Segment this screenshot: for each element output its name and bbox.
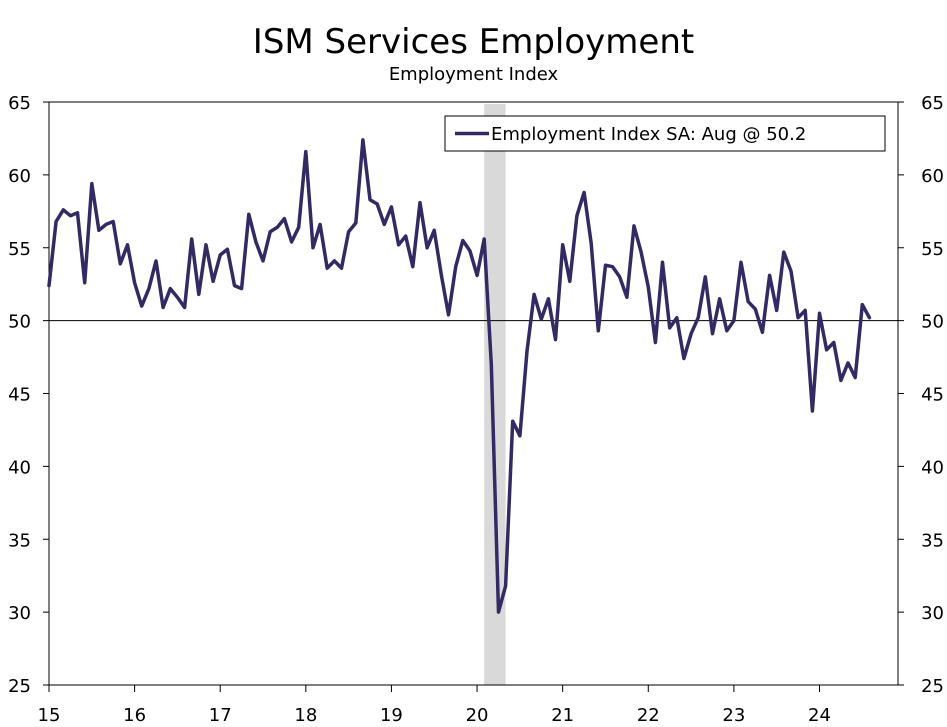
x-tick-label: 22 (637, 705, 660, 726)
series-layer (47, 138, 872, 614)
x-tick-label: 15 (38, 705, 61, 726)
y-tick-label-right: 30 (921, 603, 944, 624)
chart-subtitle: Employment Index (388, 64, 559, 85)
y-tick-label-right: 35 (921, 530, 944, 551)
y-tick-label-left: 40 (8, 457, 31, 478)
y-tick-label-left: 55 (8, 239, 31, 260)
y-tick-label-left: 35 (8, 530, 31, 551)
y-tick-label-right: 25 (921, 676, 944, 697)
series-line-employment-index (47, 138, 872, 614)
legend-label: Employment Index SA: Aug @ 50.2 (491, 124, 806, 145)
x-tick-label: 23 (722, 705, 745, 726)
y-tick-label-left: 30 (8, 603, 31, 624)
plot-frame (48, 101, 899, 686)
y-tick-label-right: 60 (921, 166, 944, 187)
y-tick-label-right: 40 (921, 457, 944, 478)
y-tick-label-right: 55 (921, 239, 944, 260)
y-tick-label-right: 65 (921, 93, 944, 114)
y-tick-label-left: 50 (8, 312, 31, 333)
recession-layer (484, 104, 506, 685)
recession-shading (484, 104, 506, 685)
axis-layer: 25 25 30 30 35 35 40 40 45 45 50 50 55 55 60 60 65 65 15 16… (8, 93, 944, 726)
y-tick-label-left: 45 (8, 385, 31, 406)
x-tick-label: 19 (380, 705, 403, 726)
y-tick-label-left: 65 (8, 93, 31, 114)
legend-box (444, 115, 886, 152)
x-tick-label: 20 (466, 705, 489, 726)
y-tick-label-left: 25 (8, 676, 31, 697)
x-tick-label: 24 (808, 705, 831, 726)
y-tick-label-right: 50 (921, 312, 944, 333)
y-tick-label-left: 60 (8, 166, 31, 187)
y-tick-label-right: 45 (921, 385, 944, 406)
legend: Employment Index SA: Aug @ 50.2 (444, 115, 886, 152)
x-tick-label: 16 (123, 705, 146, 726)
x-tick-label: 21 (551, 705, 574, 726)
chart-title: ISM Services Employment (252, 22, 695, 62)
x-tick-label: 18 (294, 705, 317, 726)
x-tick-label: 17 (209, 705, 232, 726)
